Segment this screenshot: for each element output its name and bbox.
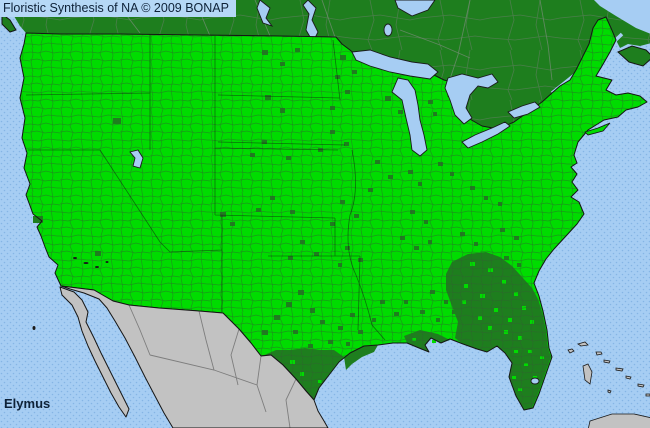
mexico-state-borders (128, 304, 297, 428)
canada-small-lake (383, 23, 393, 37)
taxon-label: Elymus (4, 396, 51, 411)
texas-coast-patch (344, 345, 378, 370)
andros-island (582, 363, 593, 385)
nova-scotia (617, 45, 650, 67)
usa-region (19, 16, 648, 411)
state-borders (25, 34, 386, 341)
title-bar: Floristic Synthesis of NA © 2009 BONAP (0, 0, 236, 17)
map-title: Floristic Synthesis of NA © 2009 BONAP (3, 1, 229, 15)
vancouver-island (1, 13, 17, 33)
lake-michigan (391, 77, 428, 157)
lake-of-the-woods (394, 0, 436, 17)
great-lakes (129, 49, 541, 385)
lake-okeechobee (530, 377, 540, 385)
lake-erie (461, 121, 511, 149)
bahamas-islands (567, 341, 650, 397)
mexico-region (59, 285, 329, 428)
lake-superior (351, 49, 439, 80)
cuba (588, 413, 650, 428)
great-salt-lake (129, 149, 144, 169)
lake-ontario (507, 101, 541, 119)
channel-islands (32, 257, 109, 330)
gulf-of-st-lawrence (594, 0, 650, 34)
county-mark (432, 340, 436, 343)
long-island (584, 122, 611, 136)
county-mark (33, 216, 43, 223)
lake-huron (444, 73, 499, 125)
lake-manitoba (256, 0, 274, 27)
